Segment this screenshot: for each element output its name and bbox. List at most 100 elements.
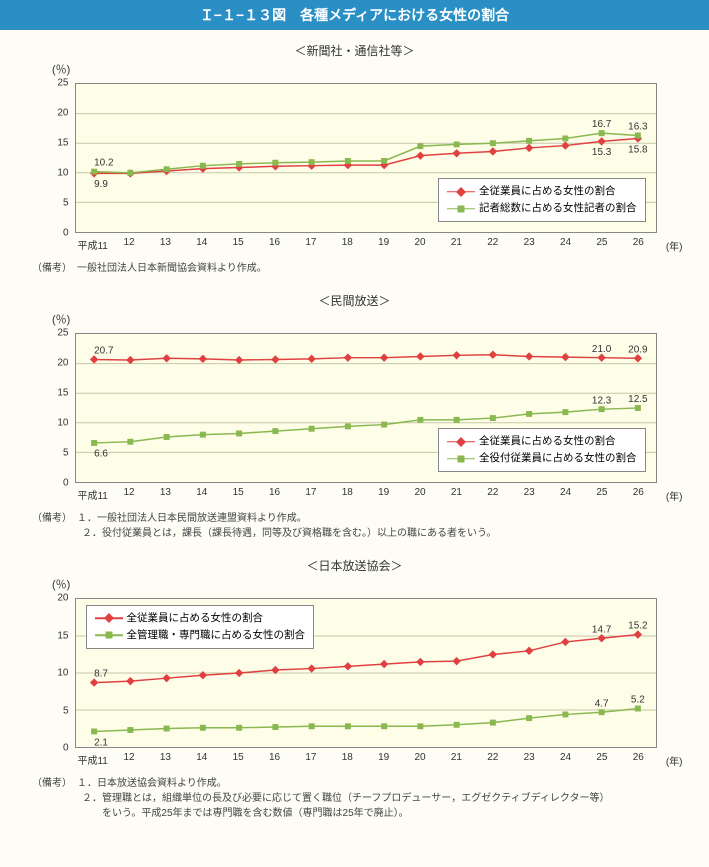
series-marker	[598, 709, 604, 715]
y-tick-label: 25	[57, 78, 68, 89]
series-marker	[453, 722, 459, 728]
x-tick-label: 14	[196, 237, 207, 248]
series-marker	[236, 430, 242, 436]
series-marker	[162, 354, 170, 362]
series-marker	[417, 143, 423, 149]
x-tick-label: 平成11	[77, 752, 107, 767]
series-marker	[163, 726, 169, 732]
series-marker	[127, 727, 133, 733]
x-tick-label: 22	[487, 237, 498, 248]
data-label: 2.1	[94, 737, 108, 747]
x-tick-label: 16	[269, 752, 280, 763]
series-marker	[562, 711, 568, 717]
x-tick-label: 12	[124, 237, 135, 248]
series-marker	[417, 723, 423, 729]
data-label: 10.2	[94, 158, 114, 169]
series-marker	[416, 352, 424, 360]
x-tick-label: 17	[305, 487, 316, 498]
series-marker	[597, 137, 605, 145]
series-marker	[91, 169, 97, 175]
data-label: 15.3	[591, 147, 611, 158]
series-marker	[417, 417, 423, 423]
chart-subtitle: ＜日本放送協会＞	[16, 557, 693, 574]
figure-title: Ｉ−１−１３図 各種メディアにおける女性の割合	[0, 0, 709, 30]
x-tick-label: 26	[633, 237, 644, 248]
legend: 全従業員に占める女性の割合全役付従業員に占める女性の割合	[438, 428, 646, 472]
series-marker	[199, 725, 205, 731]
x-tick-label: 20	[415, 237, 426, 248]
series-marker	[488, 351, 496, 359]
y-unit-label: (％)	[52, 61, 693, 77]
y-tick-label: 0	[63, 743, 69, 754]
series-marker	[343, 662, 351, 670]
data-label: 5.2	[630, 695, 644, 706]
y-tick-label: 10	[57, 668, 68, 679]
series-line	[94, 355, 638, 360]
y-tick-label: 0	[63, 228, 69, 239]
series-marker	[526, 138, 532, 144]
x-tick-label: 19	[378, 752, 389, 763]
y-tick-label: 20	[57, 593, 68, 604]
x-tick-label: 15	[233, 752, 244, 763]
series-marker	[381, 158, 387, 164]
chart-panel: ＜日本放送協会＞(％)051015208.714.715.22.14.75.2全…	[0, 545, 709, 825]
legend-label: 記者総数に占める女性記者の割合	[479, 200, 637, 217]
data-label: 14.7	[591, 624, 611, 635]
y-tick-label: 10	[57, 418, 68, 429]
series-marker	[381, 723, 387, 729]
series-marker	[453, 141, 459, 147]
legend-label: 全役付従業員に占める女性の割合	[479, 450, 637, 467]
series-marker	[562, 136, 568, 142]
series-marker	[198, 355, 206, 363]
x-tick-label: 19	[378, 237, 389, 248]
series-marker	[272, 724, 278, 730]
x-tick-label: 25	[596, 487, 607, 498]
series-marker	[489, 720, 495, 726]
series-marker	[199, 163, 205, 169]
series-marker	[526, 411, 532, 417]
series-marker	[272, 160, 278, 166]
series-marker	[416, 151, 424, 159]
y-unit-label: (％)	[52, 311, 693, 327]
x-tick-label: 19	[378, 487, 389, 498]
x-tick-label: 14	[196, 752, 207, 763]
x-tick-label: 18	[342, 752, 353, 763]
legend-label: 全従業員に占める女性の割合	[127, 610, 264, 627]
chart-subtitle: ＜新聞社・通信社等＞	[16, 42, 693, 59]
series-marker	[561, 353, 569, 361]
y-tick-label: 0	[63, 478, 69, 489]
series-marker	[488, 147, 496, 155]
x-tick-label: 24	[560, 487, 571, 498]
series-marker	[127, 439, 133, 445]
y-tick-label: 20	[57, 108, 68, 119]
series-marker	[126, 356, 134, 364]
series-marker	[452, 657, 460, 665]
series-marker	[524, 352, 532, 360]
legend-item: 記者総数に占める女性記者の割合	[447, 200, 637, 217]
series-marker	[344, 723, 350, 729]
series-marker	[344, 423, 350, 429]
y-tick-label: 15	[57, 138, 68, 149]
series-marker	[343, 353, 351, 361]
series-marker	[271, 355, 279, 363]
x-tick-label: 21	[451, 752, 462, 763]
series-marker	[199, 432, 205, 438]
x-tick-label: 23	[524, 752, 535, 763]
series-marker	[234, 669, 242, 677]
chart-panel: ＜民間放送＞(％)051015202520.721.020.96.612.312…	[0, 280, 709, 545]
data-label: 20.7	[94, 346, 114, 357]
y-tick-label: 25	[57, 328, 68, 339]
y-tick-label: 15	[57, 388, 68, 399]
x-tick-label: 25	[596, 752, 607, 763]
legend: 全従業員に占める女性の割合全管理職・専門職に占める女性の割合	[86, 605, 315, 649]
series-marker	[634, 405, 640, 411]
series-marker	[598, 130, 604, 136]
x-tick-label: 26	[633, 752, 644, 763]
series-marker	[126, 677, 134, 685]
chart-note: （備考） １．一般社団法人日本民間放送連盟資料より作成。 ２．役付従業員とは，課…	[32, 511, 693, 541]
x-tick-label: 21	[451, 487, 462, 498]
chart-area: 05101520259.915.315.810.216.716.3全従業員に占め…	[25, 77, 685, 257]
series-line	[94, 709, 638, 732]
y-tick-label: 20	[57, 358, 68, 369]
x-tick-label: 25	[596, 237, 607, 248]
